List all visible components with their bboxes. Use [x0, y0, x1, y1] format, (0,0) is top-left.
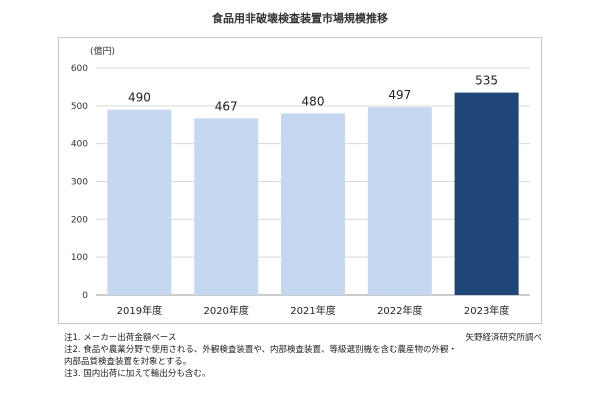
data-label: 490	[128, 91, 151, 105]
x-tick-label: 2023年度	[464, 304, 509, 317]
y-tick-label: 0	[82, 291, 88, 301]
footnote-2-continued: 内部品質検査装置を対象とする。	[64, 357, 192, 367]
bar-2020年度	[194, 118, 259, 296]
y-tick-label: 300	[71, 178, 88, 188]
bar-2022年度	[367, 106, 432, 296]
bar-2019年度	[107, 109, 172, 295]
x-tick-label: 2020年度	[203, 304, 248, 317]
footnote-2: 注2. 食品や農業分野で使用される、外観検査装置や、内部検査装置、等級選別機を含…	[64, 345, 458, 355]
chart-title: 食品用非破壊検査装置市場規模推移	[212, 12, 388, 25]
y-tick-label: 500	[71, 102, 88, 112]
footnote-3: 注3. 国内出荷に加えて輸出分も含む。	[64, 369, 211, 379]
y-axis-unit-label: (億円)	[90, 45, 115, 57]
chart-frame	[58, 37, 542, 324]
footnotes: 注1. メーカー出荷金額ベース 注2. 食品や農業分野で使用される、外観検査装置…	[64, 332, 554, 380]
data-label: 535	[475, 74, 498, 88]
x-tick-label: 2021年度	[290, 304, 335, 317]
y-tick-label: 400	[71, 140, 88, 150]
data-label: 467	[215, 99, 238, 113]
x-tick-label: 2019年度	[117, 304, 162, 317]
data-label: 480	[302, 94, 325, 108]
source-credit: 矢野経済研究所調べ	[465, 333, 542, 343]
footnote-1: 注1. メーカー出荷金額ベース	[64, 333, 177, 343]
y-tick-label: 600	[71, 64, 88, 74]
bar-2021年度	[281, 113, 345, 296]
bar-2023年度	[454, 92, 519, 295]
data-label: 497	[388, 88, 411, 102]
y-tick-label: 100	[71, 253, 88, 263]
x-tick-label: 2022年度	[377, 304, 422, 317]
y-tick-label: 200	[71, 215, 88, 225]
